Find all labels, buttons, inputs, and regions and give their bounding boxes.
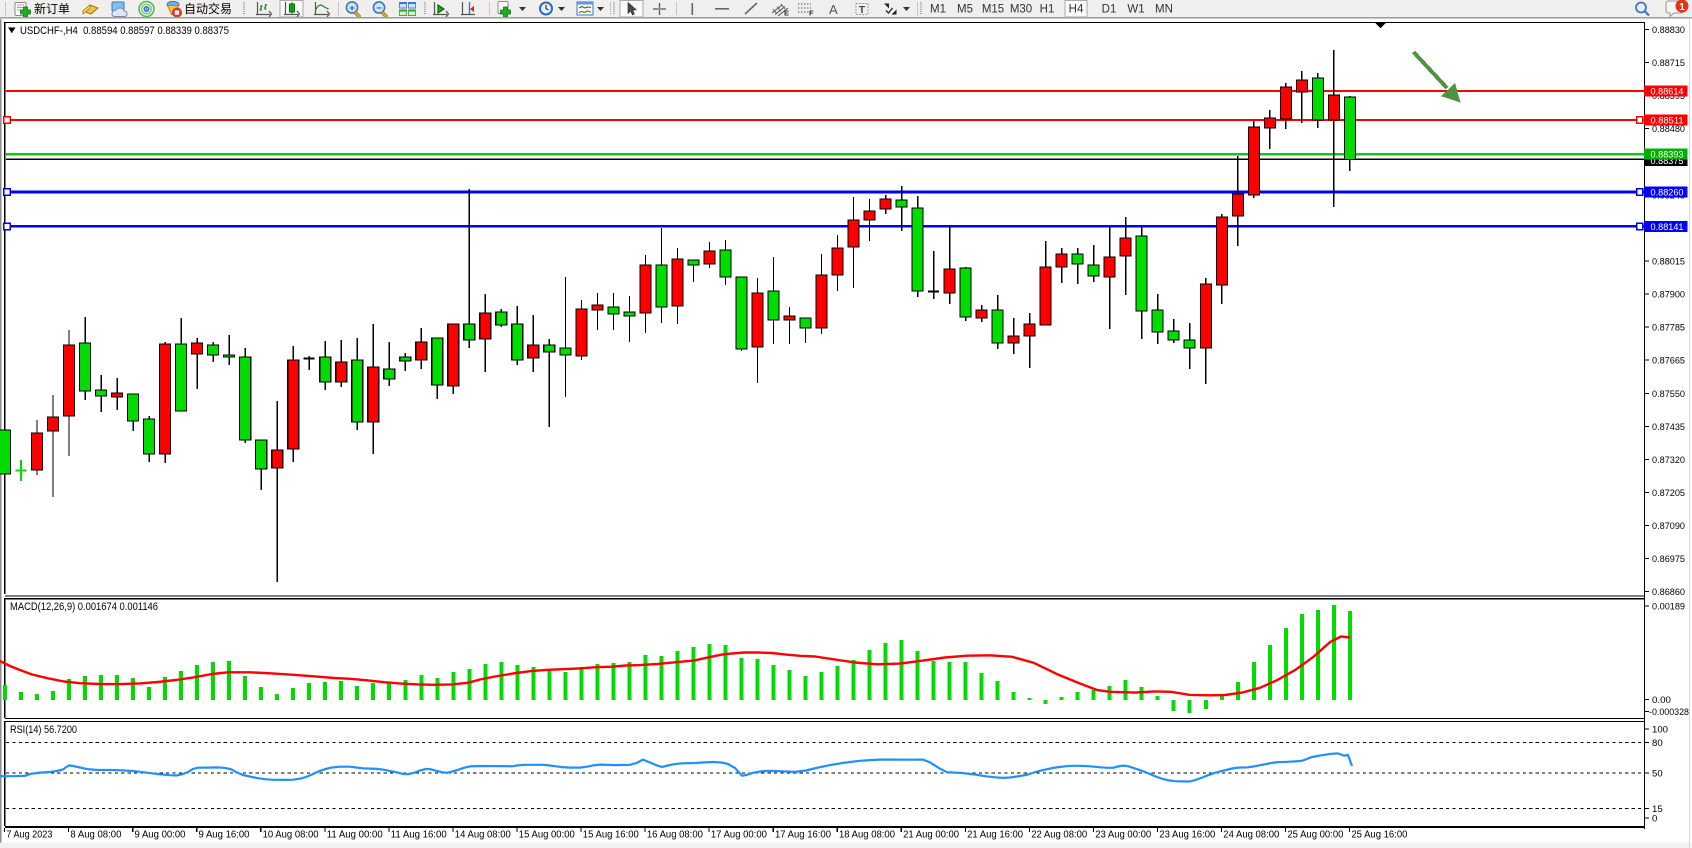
svg-text:+: +: [349, 3, 355, 14]
svg-text:0.88015: 0.88015: [1652, 257, 1685, 268]
svg-text:15 Aug 16:00: 15 Aug 16:00: [583, 830, 640, 841]
svg-text:23 Aug 16:00: 23 Aug 16:00: [1159, 830, 1216, 841]
svg-text:23 Aug 00:00: 23 Aug 00:00: [1095, 830, 1152, 841]
svg-text:新订单: 新订单: [34, 1, 70, 16]
svg-text:0.00: 0.00: [1652, 695, 1671, 706]
svg-text:D1: D1: [1102, 4, 1117, 16]
svg-text:0.88511: 0.88511: [1651, 116, 1684, 127]
svg-text:50: 50: [1652, 768, 1663, 779]
svg-text:0.88480: 0.88480: [1652, 124, 1685, 135]
svg-text:10 Aug 08:00: 10 Aug 08:00: [263, 830, 320, 841]
svg-text:−: −: [376, 3, 382, 14]
svg-text:MACD(12,26,9) 0.001674 0.00114: MACD(12,26,9) 0.001674 0.001146: [10, 601, 158, 613]
svg-text:0.88614: 0.88614: [1651, 87, 1685, 98]
svg-text:自动交易: 自动交易: [184, 1, 232, 16]
svg-text:0.87205: 0.87205: [1652, 488, 1685, 499]
svg-text:M30: M30: [1010, 4, 1032, 16]
svg-text:15: 15: [1652, 804, 1663, 815]
svg-text:22 Aug 08:00: 22 Aug 08:00: [1031, 830, 1088, 841]
svg-text:0.87320: 0.87320: [1652, 455, 1685, 466]
svg-text:0.88830: 0.88830: [1652, 25, 1685, 36]
svg-text:0.88141: 0.88141: [1651, 222, 1684, 233]
svg-text:0: 0: [1652, 814, 1657, 825]
svg-text:USDCHF-,H4 0.88594 0.88597 0.: USDCHF-,H4 0.88594 0.88597 0.88339 0.883…: [20, 25, 229, 37]
svg-text:11 Aug 00:00: 11 Aug 00:00: [327, 830, 384, 841]
svg-text:9 Aug 16:00: 9 Aug 16:00: [199, 830, 251, 841]
svg-text:18 Aug 08:00: 18 Aug 08:00: [839, 830, 896, 841]
svg-text:21 Aug 16:00: 21 Aug 16:00: [967, 830, 1024, 841]
svg-text:0.86975: 0.86975: [1652, 554, 1685, 565]
svg-text:H4: H4: [1069, 4, 1084, 16]
svg-text:0.87090: 0.87090: [1652, 521, 1685, 532]
svg-text:0.87435: 0.87435: [1652, 422, 1685, 433]
svg-text:21 Aug 00:00: 21 Aug 00:00: [903, 830, 960, 841]
svg-text:1: 1: [1679, 1, 1685, 13]
svg-text:0.88393: 0.88393: [1651, 150, 1684, 161]
svg-text:W1: W1: [1127, 4, 1144, 16]
svg-text:0.87900: 0.87900: [1652, 290, 1685, 301]
svg-text:0.88715: 0.88715: [1652, 58, 1685, 69]
svg-text:25 Aug 16:00: 25 Aug 16:00: [1351, 830, 1408, 841]
svg-text:15 Aug 00:00: 15 Aug 00:00: [519, 830, 576, 841]
svg-text:17 Aug 00:00: 17 Aug 00:00: [711, 830, 768, 841]
svg-text:0.87550: 0.87550: [1652, 389, 1685, 400]
svg-text:0.88260: 0.88260: [1651, 188, 1684, 199]
svg-text:M15: M15: [982, 4, 1004, 16]
svg-text:8 Aug 08:00: 8 Aug 08:00: [70, 830, 122, 841]
svg-text:T: T: [859, 4, 866, 16]
svg-text:11 Aug 16:00: 11 Aug 16:00: [391, 830, 448, 841]
svg-text:9 Aug 00:00: 9 Aug 00:00: [135, 830, 187, 841]
svg-text:0.87785: 0.87785: [1652, 323, 1685, 334]
svg-text:0.86860: 0.86860: [1652, 587, 1685, 598]
svg-text:M1: M1: [930, 4, 946, 16]
svg-text:100: 100: [1652, 725, 1668, 736]
svg-text:E: E: [784, 9, 789, 18]
svg-text:7 Aug 2023: 7 Aug 2023: [6, 830, 53, 841]
svg-text:17 Aug 16:00: 17 Aug 16:00: [775, 830, 832, 841]
svg-text:F: F: [809, 9, 814, 18]
svg-text:A: A: [829, 2, 838, 17]
svg-text:80: 80: [1652, 738, 1663, 749]
svg-text:16 Aug 08:00: 16 Aug 08:00: [647, 830, 704, 841]
svg-text:24 Aug 08:00: 24 Aug 08:00: [1223, 830, 1280, 841]
svg-text:0.88595: 0.88595: [1652, 91, 1685, 102]
svg-text:H1: H1: [1040, 4, 1055, 16]
svg-text:-0.000328: -0.000328: [1649, 707, 1689, 718]
svg-text:M5: M5: [957, 4, 973, 16]
svg-text:25 Aug 00:00: 25 Aug 00:00: [1287, 830, 1344, 841]
svg-text:14 Aug 08:00: 14 Aug 08:00: [455, 830, 512, 841]
svg-text:0.87665: 0.87665: [1652, 356, 1685, 367]
svg-text:0.88375: 0.88375: [1651, 156, 1684, 167]
svg-text:0.00189: 0.00189: [1652, 602, 1685, 613]
svg-text:MN: MN: [1155, 4, 1173, 16]
svg-text:RSI(14) 56.7200: RSI(14) 56.7200: [10, 724, 77, 736]
